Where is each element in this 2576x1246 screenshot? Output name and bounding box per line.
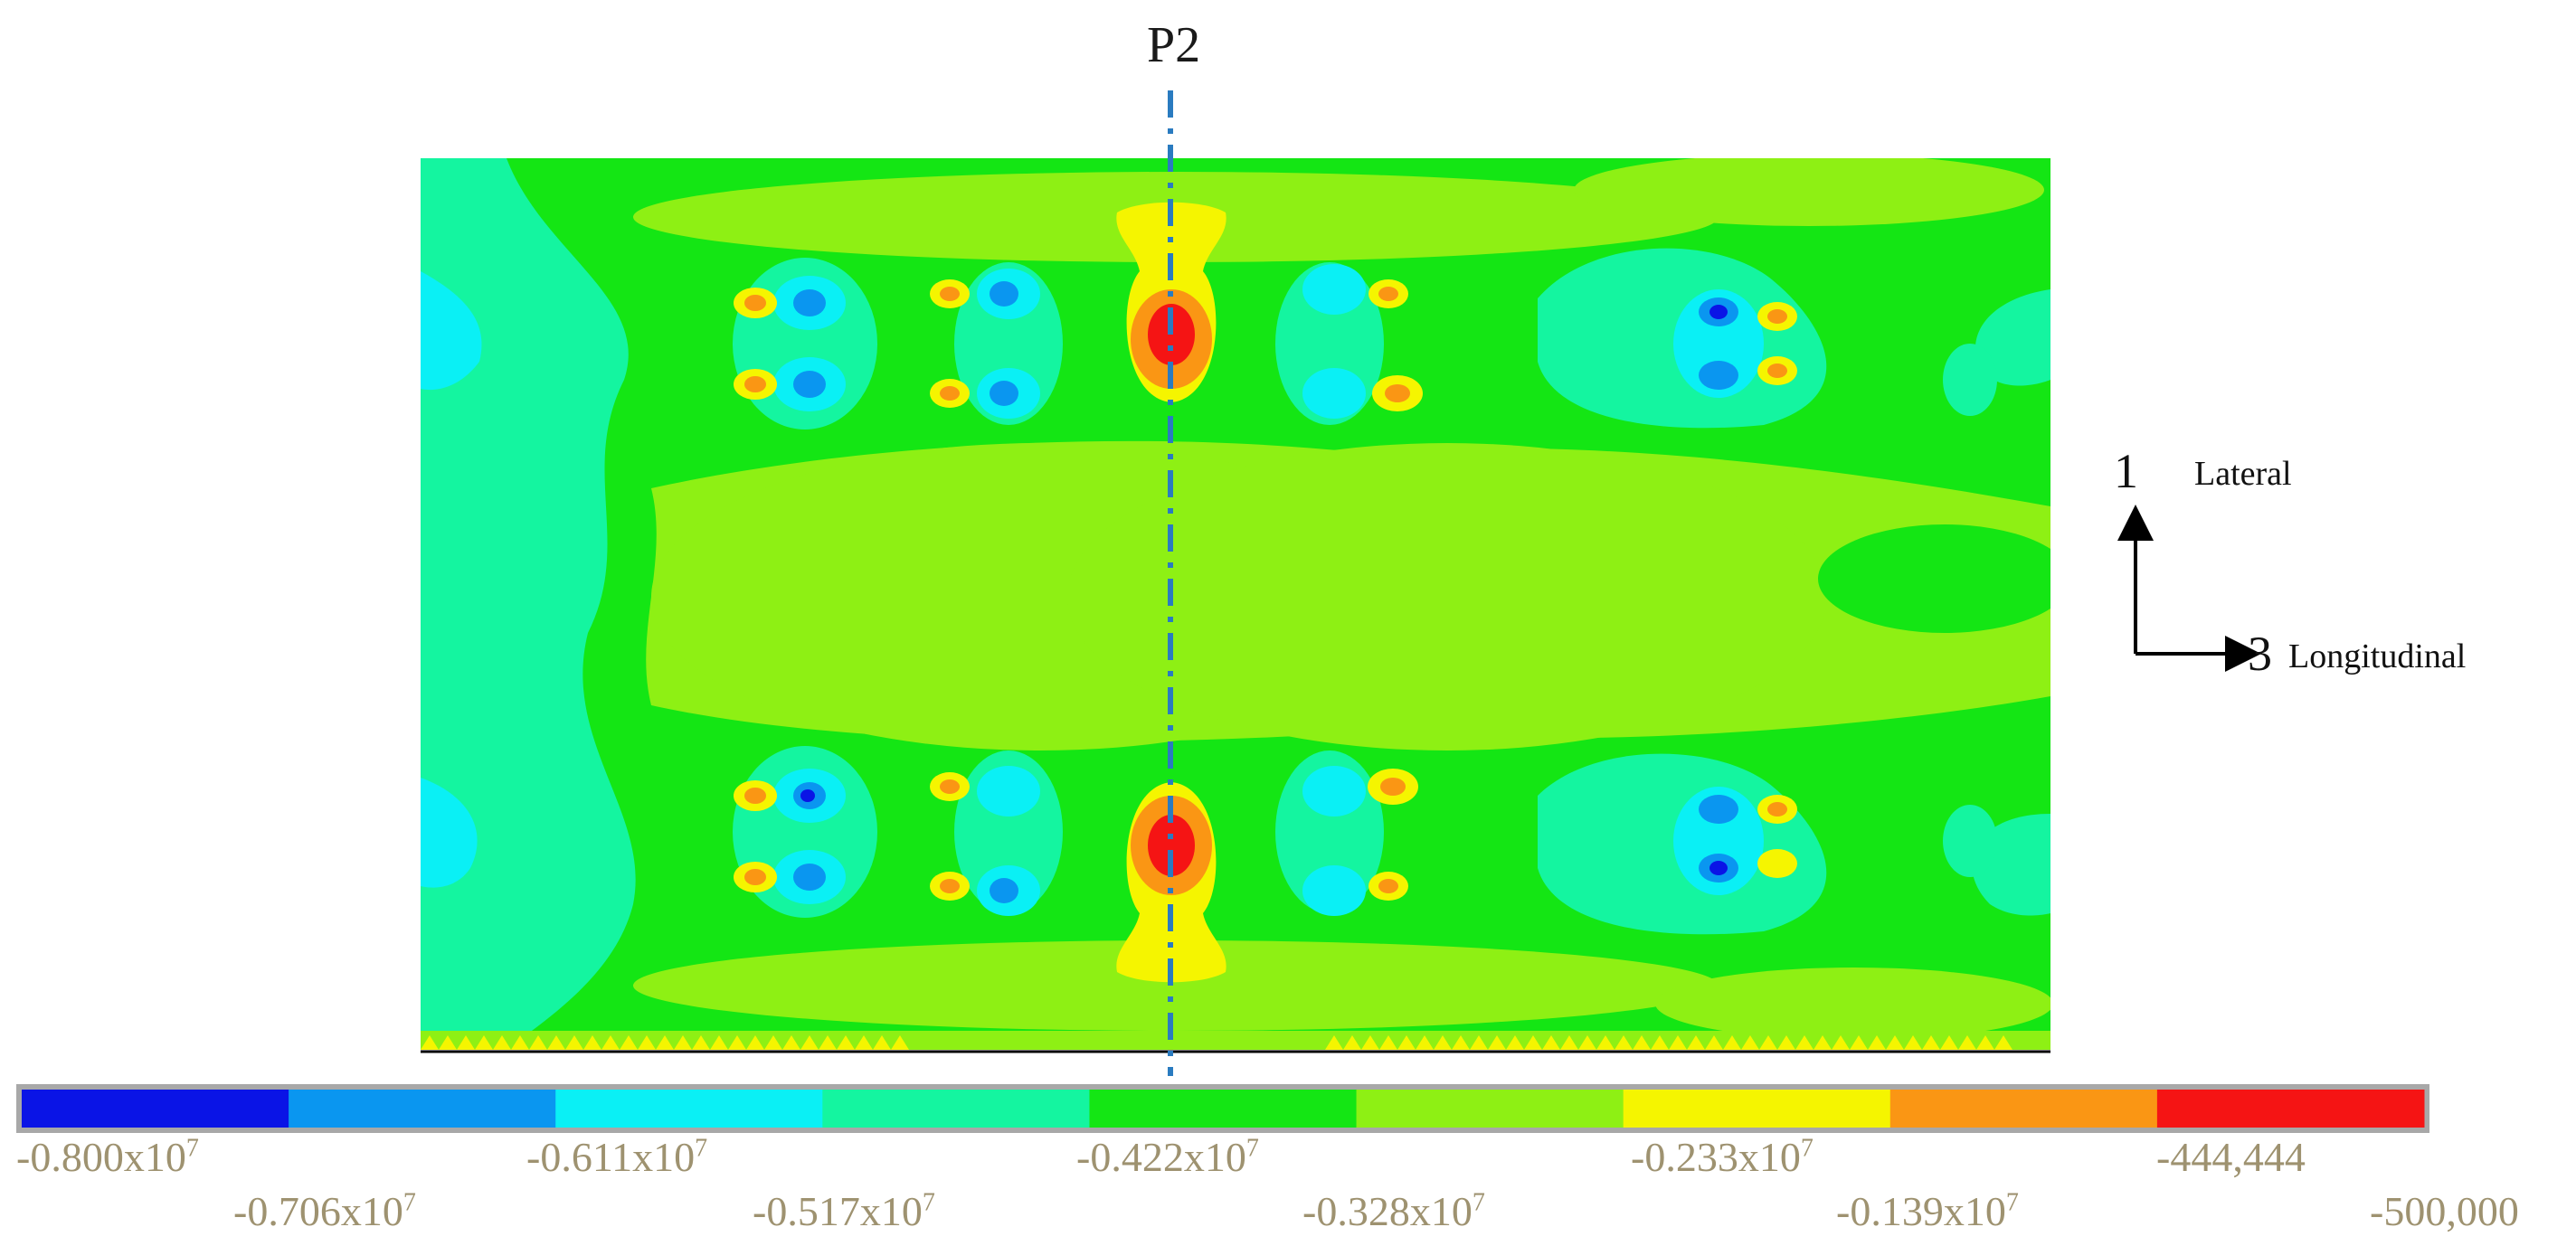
- legend-swatch: [22, 1090, 289, 1128]
- section-label-p2: P2: [1147, 17, 1201, 73]
- legend-tick-lower: -0.517x107: [753, 1188, 935, 1234]
- legend-swatch: [2156, 1090, 2425, 1128]
- legend-swatch: [1623, 1090, 1891, 1128]
- legend-tick-lower: -0.139x107: [1836, 1188, 2019, 1234]
- axis-1-label: Lateral: [2194, 455, 2292, 493]
- contour-field: [421, 158, 2050, 1050]
- legend-colorbar: [16, 1084, 2429, 1133]
- legend-swatch: [1089, 1090, 1358, 1128]
- legend-swatch: [822, 1090, 1090, 1128]
- axis-triad: [2117, 505, 2261, 672]
- axis-3-label: Longitudinal: [2288, 637, 2467, 675]
- legend-tick-upper: -444,444: [2156, 1134, 2306, 1180]
- legend-swatch: [1356, 1090, 1624, 1128]
- axis-1-number: 1: [2114, 444, 2138, 498]
- legend-tick-upper: -0.611x107: [526, 1134, 708, 1180]
- axis-3-number: 3: [2248, 627, 2272, 681]
- legend-tick-upper: -0.800x107: [16, 1134, 199, 1180]
- legend-tick-lower: -500,000: [2370, 1188, 2519, 1234]
- legend-tick-upper: -0.233x107: [1631, 1134, 1814, 1180]
- legend-tick-upper: -0.422x107: [1076, 1134, 1259, 1180]
- legend-tick-lower: -0.706x107: [233, 1188, 416, 1234]
- legend-swatch: [289, 1090, 556, 1128]
- legend-swatch: [1889, 1090, 2158, 1128]
- legend-tick-lower: -0.328x107: [1302, 1188, 1485, 1234]
- legend-swatch: [555, 1090, 823, 1128]
